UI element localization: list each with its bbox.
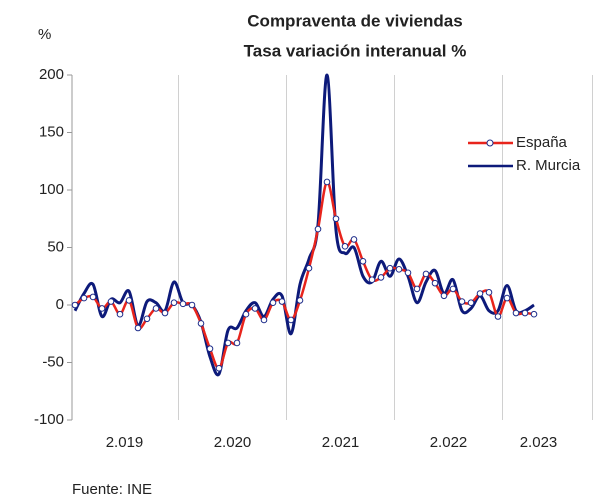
series-marker — [134, 324, 142, 332]
series-marker — [530, 310, 538, 318]
series-marker — [305, 264, 313, 272]
y-tick-label: -100 — [34, 411, 64, 428]
y-tick-label: -50 — [42, 353, 64, 370]
series-marker — [224, 339, 232, 347]
series-marker — [215, 364, 223, 372]
series-marker — [395, 266, 403, 273]
chart-subtitle: Tasa variación interanual % — [244, 41, 467, 60]
legend-marker — [486, 139, 494, 147]
series-marker — [467, 299, 475, 307]
series-line — [73, 73, 535, 377]
legend-label: R. Murcia — [516, 157, 581, 174]
series-line — [74, 180, 535, 370]
series-marker — [476, 290, 484, 297]
y-tick-label: 200 — [39, 66, 64, 83]
series-marker — [206, 345, 214, 353]
series-marker — [278, 298, 286, 305]
series-marker — [188, 301, 196, 309]
series-marker — [80, 294, 88, 302]
series-marker — [323, 178, 331, 186]
series-marker — [404, 269, 412, 277]
series-marker — [143, 315, 151, 323]
series-marker — [422, 270, 430, 278]
series-marker — [125, 297, 133, 304]
series-marker — [503, 294, 511, 302]
series-marker — [368, 276, 376, 284]
series-marker — [170, 299, 178, 307]
series-marker — [449, 285, 457, 293]
series-marker — [260, 316, 268, 324]
legend-label: España — [516, 134, 568, 151]
series-marker — [116, 310, 124, 318]
series-marker — [332, 215, 340, 223]
series-marker — [233, 339, 241, 347]
series-marker — [377, 274, 385, 281]
series-marker — [512, 309, 520, 317]
series-marker — [269, 299, 277, 307]
y-tick-label: 50 — [47, 238, 64, 255]
x-tick-label: 2.020 — [214, 434, 252, 451]
series-marker — [386, 264, 394, 272]
series-marker — [197, 320, 205, 327]
series-marker — [341, 243, 349, 250]
series-marker — [440, 292, 448, 300]
chart-title: Compraventa de viviendas — [247, 11, 462, 30]
series-marker — [494, 313, 502, 320]
source: Fuente: INE — [72, 481, 152, 498]
y-tick-label: 150 — [39, 123, 64, 140]
series-marker — [359, 258, 367, 265]
x-tick-label: 2.021 — [322, 434, 360, 451]
series-marker — [485, 289, 493, 296]
series-marker — [89, 293, 97, 301]
x-tick-label: 2.022 — [430, 434, 468, 451]
series-marker — [521, 309, 529, 317]
series-marker — [179, 300, 187, 308]
y-axis-label: % — [38, 26, 51, 43]
series-marker — [287, 316, 295, 324]
series-marker — [107, 298, 115, 305]
x-tick-label: 2.019 — [106, 434, 144, 451]
series-marker — [242, 310, 250, 318]
series-marker — [314, 225, 322, 233]
series-marker — [458, 298, 466, 305]
series-marker — [413, 285, 421, 293]
x-tick-label: 2.023 — [520, 434, 558, 451]
y-tick-label: 0 — [56, 296, 64, 313]
series-marker — [296, 297, 304, 304]
series-marker — [350, 236, 358, 243]
series-marker — [152, 305, 160, 312]
y-tick-label: 100 — [39, 181, 64, 198]
series-marker — [431, 279, 439, 287]
series-marker — [71, 301, 79, 309]
series-marker — [251, 305, 259, 312]
series-marker — [98, 305, 106, 312]
series-marker — [161, 309, 169, 317]
